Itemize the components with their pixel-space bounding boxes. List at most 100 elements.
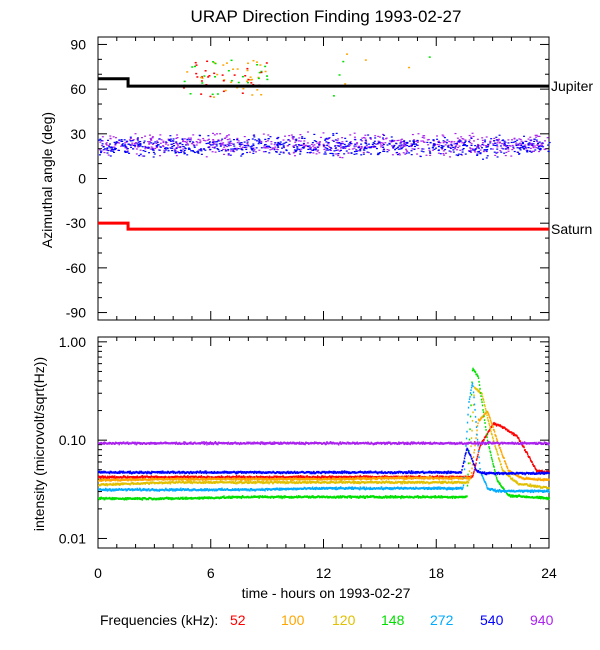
azimuth-point xyxy=(438,140,441,142)
azimuth-point xyxy=(117,149,120,152)
azimuth-point xyxy=(496,151,499,153)
azimuth-point xyxy=(209,148,212,151)
azimuth-point xyxy=(251,149,254,151)
azimuth-point xyxy=(443,141,446,143)
azimuth-point xyxy=(327,149,330,151)
intensity-point xyxy=(351,475,353,478)
azimuth-point xyxy=(437,152,440,154)
azimuth-point xyxy=(405,148,408,150)
azimuth-point xyxy=(506,145,509,147)
azimuth-point xyxy=(490,138,493,140)
intensity-point xyxy=(496,452,499,455)
intensity-point xyxy=(199,496,201,499)
azimuth-point xyxy=(529,150,532,152)
intensity-point xyxy=(260,477,263,480)
azimuth-point xyxy=(350,152,353,154)
intensity-point xyxy=(169,482,172,485)
intensity-point xyxy=(494,423,496,426)
intensity-point xyxy=(525,476,528,479)
azimuth-point xyxy=(395,147,398,149)
azimuth-point xyxy=(207,142,210,144)
azimuth-point xyxy=(143,140,146,142)
intensity-point xyxy=(241,479,243,481)
azimuth-point xyxy=(337,152,340,155)
intensity-point xyxy=(381,475,384,478)
intensity-point xyxy=(181,476,184,479)
azimuth-point xyxy=(213,147,216,149)
azimuth-point xyxy=(264,70,267,73)
azimuth-point xyxy=(109,135,112,137)
azimuth-point xyxy=(227,69,230,72)
intensity-point xyxy=(480,417,483,420)
intensity-point xyxy=(486,416,489,419)
azimuth-point xyxy=(334,147,337,149)
azimuth-point xyxy=(338,74,341,76)
azimuth-point xyxy=(125,146,128,148)
intensity-point xyxy=(422,476,425,479)
intensity-point xyxy=(446,476,449,479)
intensity-point xyxy=(278,477,280,480)
azimuth-point xyxy=(129,144,132,147)
azimuth-point xyxy=(176,143,179,145)
intensity-point xyxy=(213,482,216,484)
azimuth-point xyxy=(277,146,280,148)
azimuth-point xyxy=(470,137,473,139)
azimuth-point xyxy=(457,153,460,155)
azimuth-point xyxy=(134,133,137,135)
intensity-point xyxy=(191,482,194,485)
azimuth-point xyxy=(151,143,154,145)
intensity-point xyxy=(439,475,441,478)
intensity-point xyxy=(490,426,493,428)
azimuth-point xyxy=(461,151,464,153)
intensity-point xyxy=(385,495,387,497)
azimuth-point xyxy=(382,133,385,136)
azimuth-point xyxy=(535,139,538,141)
intensity-point xyxy=(285,482,288,484)
azimuth-point xyxy=(456,137,459,139)
azimuth-point xyxy=(502,148,505,150)
azimuth-point xyxy=(230,79,233,82)
intensity-point xyxy=(511,477,514,480)
intensity-point xyxy=(512,434,515,437)
intensity-point xyxy=(200,476,202,479)
intensity-point xyxy=(151,482,153,485)
intensity-point xyxy=(295,481,297,484)
azimuth-point xyxy=(401,138,404,140)
azimuth-point xyxy=(292,136,295,138)
intensity-point xyxy=(235,474,238,477)
intensity-point xyxy=(380,495,382,498)
azimuth-point xyxy=(182,151,185,153)
intensity-point xyxy=(310,496,313,498)
azimuth-point xyxy=(131,140,134,142)
azimuth-point xyxy=(211,141,214,143)
intensity-point xyxy=(467,477,469,480)
intensity-point xyxy=(169,481,171,483)
intensity-point xyxy=(411,481,414,484)
azimuth-point xyxy=(123,150,126,152)
intensity-point xyxy=(179,497,182,500)
intensity-point xyxy=(493,421,495,424)
azimuth-point xyxy=(260,147,263,149)
azimuth-point xyxy=(404,141,407,144)
azimuth-point xyxy=(544,140,547,142)
intensity-point xyxy=(504,460,506,463)
azimuth-point xyxy=(364,59,367,61)
intensity-point xyxy=(257,478,260,481)
intensity-point xyxy=(348,495,350,498)
azimuth-point xyxy=(140,137,143,139)
intensity-point xyxy=(333,478,335,481)
intensity-point xyxy=(236,497,238,499)
azimuth-point xyxy=(232,138,235,141)
azimuth-point xyxy=(191,66,194,68)
azimuth-point xyxy=(216,73,219,76)
intensity-point xyxy=(512,432,514,435)
azimuth-point xyxy=(449,146,452,148)
azimuth-point xyxy=(442,152,445,155)
azimuth-point xyxy=(364,142,367,144)
azimuth-point xyxy=(183,80,186,83)
intensity-point xyxy=(331,476,333,479)
azimuth-point xyxy=(252,59,255,62)
azimuth-point xyxy=(186,154,189,156)
azimuth-point xyxy=(162,140,165,142)
